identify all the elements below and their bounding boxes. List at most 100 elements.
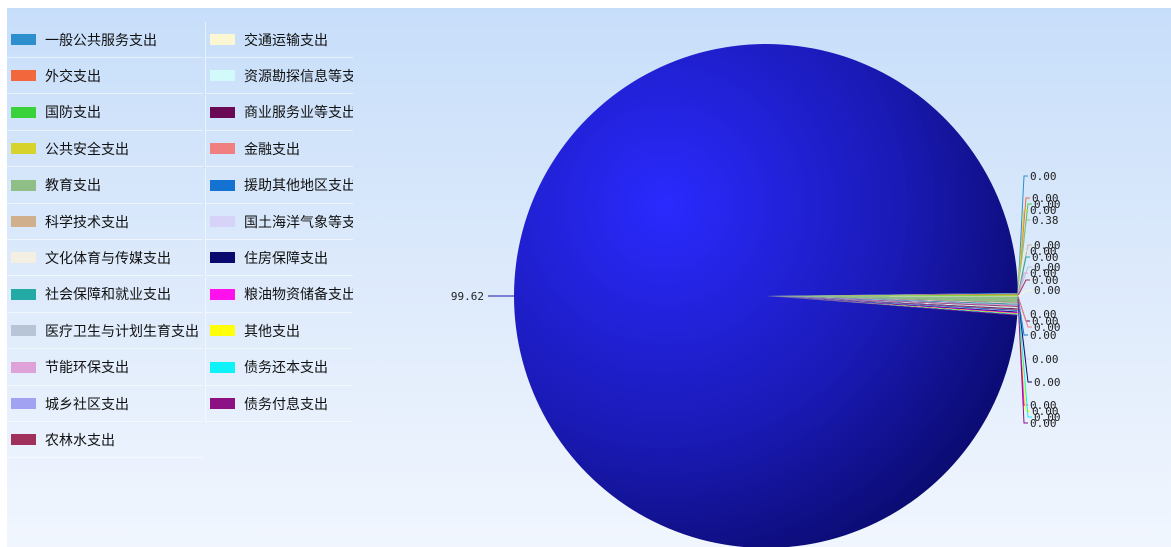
pie-slice[interactable] [766, 296, 1018, 307]
legend-swatch [11, 434, 36, 446]
legend-label: 节能环保支出 [45, 360, 129, 377]
pie-slice[interactable] [766, 295, 1018, 297]
legend-item[interactable]: 教育支出 [7, 168, 203, 204]
legend-item[interactable]: 科学技术支出 [7, 204, 203, 240]
legend-label: 一般公共服务支出 [45, 32, 157, 49]
pie-slice[interactable] [766, 296, 1018, 303]
legend-label: 公共安全支出 [45, 141, 129, 158]
pie-slice[interactable] [766, 296, 1018, 311]
legend-item[interactable]: 社会保障和就业支出 [7, 277, 203, 313]
data-label: 0.00 [1032, 353, 1059, 366]
legend-label: 外交支出 [45, 68, 101, 85]
data-label: 0.00 [1032, 274, 1059, 287]
legend-item[interactable]: 国防支出 [7, 95, 203, 131]
legend-item[interactable]: 援助其他地区支出 [205, 167, 353, 204]
legend-label: 社会保障和就业支出 [45, 287, 171, 304]
leader-line [1017, 266, 1032, 296]
pie-slice[interactable] [766, 296, 1018, 308]
leader-line [1017, 250, 1028, 295]
legend-item[interactable]: 资源勘探信息等支 [205, 58, 353, 95]
legend-swatch [11, 288, 36, 300]
data-label: 0.00 [1034, 376, 1061, 389]
legend-label: 商业服务业等支出 [244, 105, 353, 122]
legend-item[interactable]: 城乡社区支出 [7, 386, 203, 422]
leader-line [1017, 289, 1032, 297]
legend-item[interactable]: 国土海洋气象等支 [205, 204, 353, 240]
pie-slice[interactable] [766, 296, 1018, 312]
legend-label: 债务还本支出 [244, 360, 328, 377]
data-label: 0.00 [1032, 405, 1059, 418]
pie-slice[interactable] [766, 296, 1018, 315]
data-label: 0.00 [1034, 284, 1061, 297]
legend-item[interactable]: 债务还本支出 [205, 349, 353, 386]
pie-slice[interactable] [766, 296, 1018, 313]
leader-line [1017, 279, 1030, 296]
pie-slice[interactable] [766, 296, 1018, 304]
legend-item[interactable]: 节能环保支出 [7, 350, 203, 386]
legend-label: 金融支出 [244, 141, 300, 158]
legend-swatch [210, 70, 235, 82]
legend-item[interactable]: 粮油物资储备支出 [205, 276, 353, 313]
pie-slice[interactable] [766, 294, 1018, 296]
legend-item[interactable]: 公共安全支出 [7, 131, 203, 168]
legend-label: 教育支出 [45, 178, 101, 195]
legend-swatch [11, 34, 36, 45]
legend-item[interactable]: 外交支出 [7, 58, 203, 95]
pie-slice[interactable] [766, 296, 1018, 307]
leader-line [1017, 272, 1028, 296]
legend-item[interactable]: 其他支出 [205, 313, 353, 350]
legend-label: 援助其他地区支出 [244, 178, 353, 195]
legend-item[interactable]: 交通运输支出 [205, 22, 353, 58]
legend-swatch [11, 398, 36, 409]
pie-slice[interactable] [766, 296, 1018, 310]
legend-item[interactable]: 农林水支出 [7, 422, 203, 459]
pie-slice[interactable] [766, 296, 1018, 306]
legend-label: 资源勘探信息等支 [244, 68, 353, 85]
pie-slice[interactable] [766, 296, 1018, 303]
data-label: 0.00 [1032, 251, 1059, 264]
legend-label: 交通运输支出 [244, 32, 328, 49]
legend-swatch [11, 361, 36, 373]
data-label: 0.00 [1030, 417, 1057, 430]
data-label: 0.00 [1030, 204, 1057, 217]
legend-item[interactable]: 金融支出 [205, 131, 353, 168]
pie-slice[interactable] [766, 296, 1018, 311]
legend-item[interactable]: 住房保障支出 [205, 240, 353, 277]
pie-slice[interactable] [513, 44, 1018, 547]
pie-slice[interactable] [766, 296, 1018, 315]
data-label: 0.00 [1030, 329, 1057, 342]
legend-label: 文化体育与传媒支出 [45, 250, 171, 267]
pie-slice[interactable] [766, 296, 1018, 305]
legend-swatch [210, 252, 235, 264]
legend-label: 国防支出 [45, 105, 101, 122]
data-label: 0.00 [1032, 315, 1059, 328]
legend-label: 债务付息支出 [244, 396, 328, 413]
legend-item[interactable]: 文化体育与传媒支出 [7, 240, 203, 277]
legend-swatch [210, 361, 235, 373]
data-label: 0.00 [1034, 239, 1061, 252]
legend-swatch [11, 143, 36, 155]
pie-chart: 99.620.000.000.000.000.380.000.000.000.0… [451, 44, 1061, 547]
pie-slice[interactable] [766, 296, 1018, 314]
pie-slice[interactable] [766, 296, 1018, 316]
data-label: 99.62 [451, 290, 484, 303]
pie-slice[interactable] [766, 296, 1018, 309]
pie-slice[interactable] [766, 293, 1018, 296]
legend-item[interactable]: 医疗卫生与计划生育支出 [7, 313, 203, 350]
leader-line [1017, 298, 1028, 424]
legend-swatch [210, 216, 235, 227]
legend-swatch [210, 106, 235, 118]
legend-swatch [210, 398, 235, 409]
pie-slice[interactable] [766, 292, 1018, 296]
leader-line [1017, 298, 1032, 418]
leader-line [1017, 297, 1032, 383]
legend-label: 其他支出 [244, 323, 300, 340]
legend-item[interactable]: 一般公共服务支出 [7, 22, 203, 58]
legend-item[interactable]: 商业服务业等支出 [205, 94, 353, 131]
leader-line [1017, 209, 1028, 295]
legend-swatch [210, 288, 235, 300]
chart-panel: 一般公共服务支出 外交支出国防支出公共安全支出 教育支出科学技术支出文化体育与传媒支… [7, 8, 1171, 547]
leader-line [1017, 175, 1028, 294]
legend-item[interactable]: 债务付息支出 [205, 386, 353, 422]
data-label: 0.00 [1030, 170, 1057, 183]
